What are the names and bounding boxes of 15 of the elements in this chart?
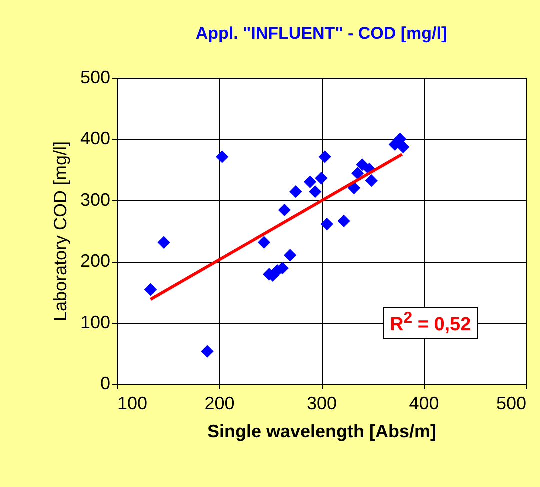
y-tick-label: 200 <box>80 251 110 272</box>
x-tick-label: 300 <box>306 394 338 414</box>
x-tick-label: 400 <box>409 394 440 414</box>
x-tick-label: 200 <box>204 394 235 414</box>
y-tick-label: 0 <box>100 374 110 394</box>
x-tick-label: 500 <box>496 394 526 414</box>
x-axis-title: Single wavelength [Abs/m] <box>207 422 437 442</box>
y-tick-label: 400 <box>80 128 110 149</box>
y-tick-label: 300 <box>80 190 110 210</box>
y-axis-title: Laboratory COD [mg/l] <box>50 141 70 322</box>
chart-title: Appl. "INFLUENT" - COD [mg/l] <box>196 24 448 43</box>
y-tick-label: 100 <box>80 312 110 332</box>
annotation: R$^{2}$ = 0,52 <box>383 307 478 340</box>
y-tick-label: 500 <box>80 68 110 88</box>
x-tick-label: 100 <box>118 394 148 414</box>
